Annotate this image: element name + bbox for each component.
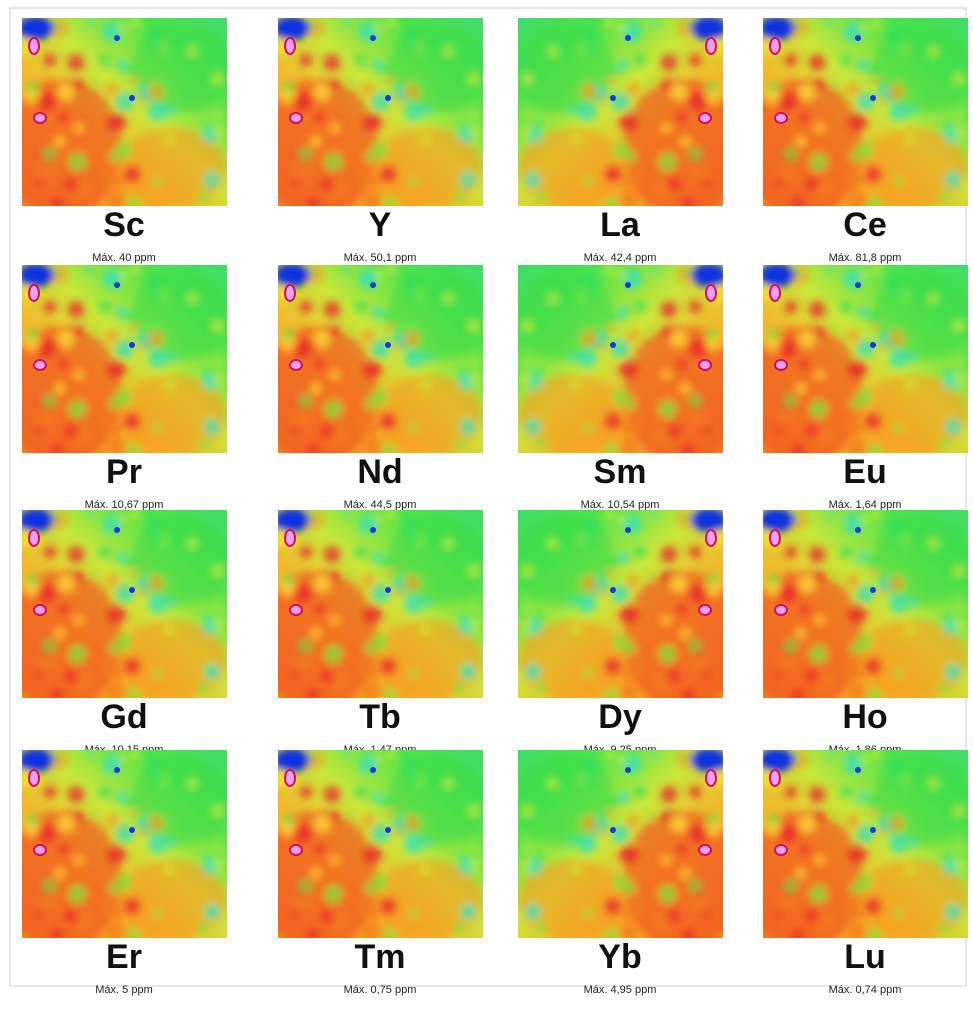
max-label: Máx. 0,75 ppm [344, 984, 417, 996]
max-label: Máx. 1,64 ppm [829, 499, 902, 511]
element-label: Ho [842, 698, 887, 736]
heatmap [513, 748, 743, 950]
element-label: Nd [357, 453, 402, 491]
element-label: Yb [598, 938, 641, 976]
heatmap [743, 508, 973, 710]
heatmap [258, 263, 488, 465]
element-label: Dy [598, 698, 642, 736]
element-label: Pr [106, 453, 142, 491]
heatmap [258, 16, 488, 218]
heatmap [513, 263, 743, 465]
heatmap [743, 748, 973, 950]
heatmap [2, 508, 232, 710]
element-label: Gd [100, 698, 147, 736]
heatmap [743, 16, 973, 218]
max-label: Máx. 42,4 ppm [584, 252, 657, 264]
max-label: Máx. 50,1 ppm [344, 252, 417, 264]
max-label: Máx. 81,8 ppm [829, 252, 902, 264]
element-label: Tm [355, 938, 406, 976]
heatmap [2, 16, 232, 218]
max-label: Máx. 44,5 ppm [344, 499, 417, 511]
element-label: La [600, 206, 641, 244]
heatmap [2, 263, 232, 465]
element-label: Lu [844, 938, 886, 976]
heatmap [513, 508, 743, 710]
element-label: Y [369, 206, 392, 244]
element-label: Sm [594, 453, 647, 491]
element-label: Eu [843, 453, 886, 491]
heatmap [513, 16, 743, 218]
max-label: Máx. 10,67 ppm [85, 499, 164, 511]
element-label: Sc [103, 206, 145, 244]
heatmap [2, 748, 232, 950]
max-label: Máx. 40 ppm [92, 252, 156, 264]
heatmap [258, 508, 488, 710]
max-label: Máx. 10,54 ppm [581, 499, 660, 511]
figure: Sc Máx. 40 ppm Y Máx. 50,1 ppm La Máx. 42,4 p… [0, 0, 973, 1011]
max-label: Máx. 5 ppm [95, 984, 152, 996]
element-label: Tb [359, 698, 401, 736]
element-label: Ce [843, 206, 886, 244]
heatmap [258, 748, 488, 950]
heatmap [743, 263, 973, 465]
element-label: Er [106, 938, 142, 976]
max-label: Máx. 0,74 ppm [829, 984, 902, 996]
max-label: Máx. 4,95 ppm [584, 984, 657, 996]
